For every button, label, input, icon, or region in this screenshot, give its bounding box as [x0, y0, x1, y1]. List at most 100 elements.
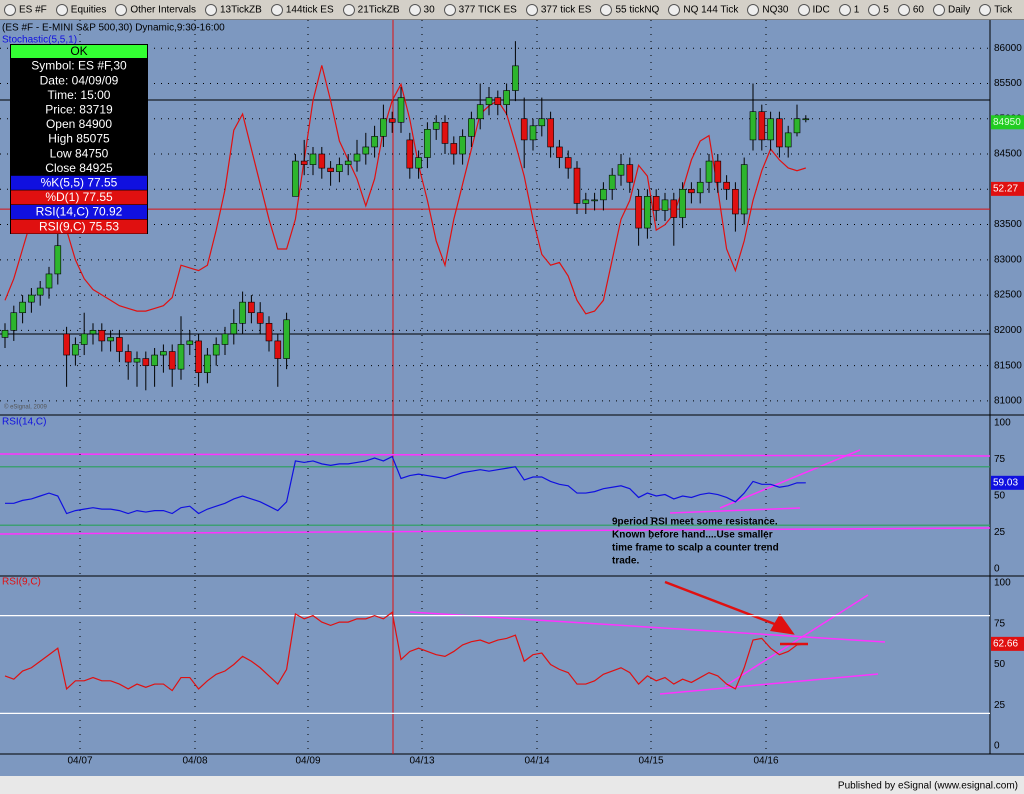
y-tick-label: 86000	[994, 43, 1022, 54]
candle-body	[740, 164, 748, 215]
toolbar-item[interactable]: 144tick ES	[270, 3, 334, 16]
y-tick-label: 83000	[994, 254, 1022, 265]
toolbar-item[interactable]: NQ 144 Tick	[668, 3, 738, 16]
toolbar-icon	[55, 3, 68, 16]
toolbar-item[interactable]: 1	[838, 3, 860, 16]
toolbar-label: 1	[853, 4, 860, 16]
candle-body	[556, 146, 563, 158]
y-tick-label: 75	[994, 618, 1006, 629]
candle-body	[732, 188, 739, 215]
candle-body	[274, 340, 282, 359]
toolbar-item[interactable]: 21TickZB	[342, 3, 400, 16]
info-row	[11, 190, 147, 205]
copyright: © eSignal, 2009	[4, 404, 47, 411]
candle-body	[503, 90, 510, 105]
trend-line	[409, 611, 886, 643]
candle-body	[723, 181, 730, 190]
rsi-line	[4, 611, 806, 692]
ok-button[interactable]	[11, 45, 147, 58]
candle-body	[336, 164, 343, 172]
toolbar-item[interactable]: IDC	[797, 3, 830, 16]
toolbar-item[interactable]: ES #F	[4, 3, 47, 16]
info-row	[11, 205, 147, 219]
toolbar-item[interactable]: 55 tickNQ	[600, 3, 660, 16]
candle-body	[644, 196, 651, 229]
candle-body	[512, 65, 519, 91]
info-row	[11, 102, 147, 117]
candle-body	[591, 199, 598, 202]
candle-body	[529, 125, 537, 141]
toolbar-icon	[868, 3, 881, 16]
candle-body	[54, 245, 62, 275]
chart: Published by eSignal (www.esignal.com) 8…	[0, 20, 1024, 794]
toolbar-item[interactable]: NQ30	[747, 3, 789, 16]
candle-body	[661, 199, 669, 211]
toolbar-item[interactable]: Daily	[932, 3, 970, 16]
candle-body	[28, 294, 35, 303]
info-text: Open 84900	[46, 117, 112, 131]
toolbar-item[interactable]: 60	[897, 3, 924, 16]
candle-body	[63, 333, 70, 356]
toolbar: ES #F Equities Other Intervals 13TickZB 144t…	[0, 0, 1024, 20]
toolbar-icon	[747, 3, 760, 16]
toolbar-label: Tick	[994, 4, 1013, 16]
candle-body	[397, 97, 405, 123]
y-tick-label: 85500	[994, 78, 1022, 89]
y-tick-label: 25	[994, 700, 1006, 711]
toolbar-item[interactable]: 30	[408, 3, 435, 16]
toolbar-item[interactable]: 5	[868, 3, 889, 16]
toolbar-icon	[668, 3, 681, 16]
date-label: 04/15	[638, 756, 663, 767]
info-text: Symbol: ES #F,30	[31, 59, 127, 73]
toolbar-label: Other Intervals	[130, 4, 196, 16]
toolbar-icon	[897, 3, 910, 16]
candle-body	[283, 319, 290, 359]
candle-body	[424, 129, 431, 158]
toolbar-item[interactable]: Tick	[979, 3, 1013, 16]
toolbar-item[interactable]: Other Intervals	[115, 3, 196, 16]
annotation: Known before hand....Use smaller	[612, 530, 773, 541]
candle-body	[230, 323, 238, 335]
info-row	[11, 146, 147, 161]
y-tick-label: 81000	[994, 396, 1022, 407]
value-tag	[991, 636, 1024, 651]
date-label: 04/16	[753, 756, 778, 767]
ok-label: OK	[70, 44, 87, 58]
y-tick-label: 0	[994, 564, 1000, 575]
toolbar-item[interactable]: 377 tick ES	[525, 3, 591, 16]
candle-body	[582, 199, 590, 204]
candle-body	[116, 337, 123, 352]
toolbar-icon	[797, 3, 810, 16]
info-row	[11, 161, 147, 176]
annotation: trade.	[612, 556, 639, 567]
toolbar-label: 30	[423, 4, 435, 16]
info-text: Price: 83719	[45, 102, 113, 116]
value-tag-label: 52.27	[993, 184, 1018, 195]
candle-body	[679, 188, 686, 218]
candle-body	[362, 146, 370, 155]
info-row	[11, 59, 147, 73]
y-tick-label: 81500	[994, 360, 1022, 371]
toolbar-item[interactable]: Equities	[55, 3, 106, 16]
candle-body	[793, 118, 801, 134]
toolbar-label: 55 tickNQ	[615, 4, 660, 16]
date-label: 04/08	[182, 756, 207, 767]
toolbar-label: 5	[883, 4, 889, 16]
toolbar-icon	[342, 3, 355, 16]
candle-body	[564, 157, 572, 169]
candle-body	[265, 323, 273, 342]
candle-body	[776, 118, 783, 148]
toolbar-icon	[115, 3, 128, 16]
toolbar-label: IDC	[812, 4, 830, 16]
toolbar-item[interactable]: 377 TICK ES	[443, 3, 517, 16]
candle-body	[292, 160, 299, 197]
info-row	[11, 88, 147, 103]
candle-body	[371, 136, 378, 148]
toolbar-item[interactable]: 13TickZB	[204, 3, 262, 16]
candle-body	[802, 118, 810, 121]
date-label: 04/09	[295, 756, 320, 767]
value-tag	[991, 115, 1024, 130]
chart-background	[0, 20, 1024, 776]
candle-body	[19, 301, 26, 314]
candle-body	[98, 330, 106, 342]
